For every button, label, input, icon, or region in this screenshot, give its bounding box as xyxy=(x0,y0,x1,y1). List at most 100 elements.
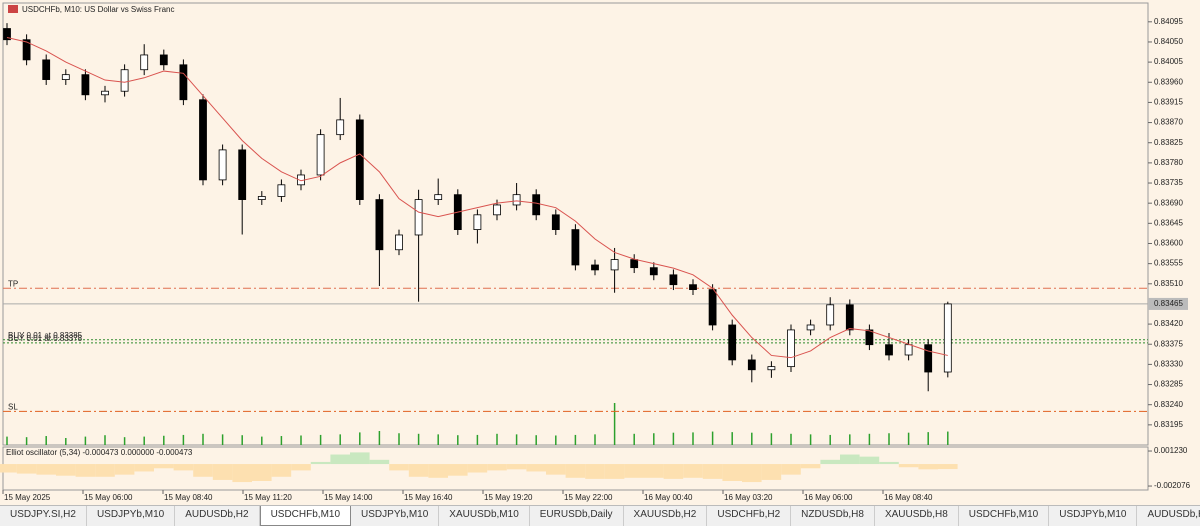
candle-body xyxy=(845,304,854,331)
candle-body xyxy=(316,134,325,176)
oscillator-bar xyxy=(546,464,566,475)
y-tick-label: 0.84095 xyxy=(1154,17,1183,26)
tab[interactable]: USDJPYb,M10 xyxy=(351,506,440,526)
x-tick-label: 15 May 22:00 xyxy=(564,493,613,502)
tab[interactable]: USDCHFb,H2 xyxy=(707,506,792,526)
main-panel xyxy=(2,2,1149,446)
level-label: BUY 0.01 at 0.83378 xyxy=(8,334,83,343)
oscillator-bar xyxy=(702,464,723,479)
candle-body xyxy=(199,99,207,181)
candle-body xyxy=(532,194,541,216)
tab[interactable]: EURUSDb,Daily xyxy=(530,506,624,526)
oscillator-bar xyxy=(585,464,605,479)
candle-body xyxy=(493,204,501,216)
candle-body xyxy=(904,344,913,356)
oscillator-bar xyxy=(16,464,37,474)
candle-body xyxy=(257,196,266,200)
tab-bar: USDJPY.SI,H2 USDJPYb,M10 AUDUSDb,H2 USDCHFb… xyxy=(0,505,1200,526)
tab[interactable]: USDJPYb,M10 xyxy=(1049,506,1138,526)
y-tick-label: 0.83240 xyxy=(1154,400,1183,409)
y-tick-label: 0.001230 xyxy=(1154,446,1188,455)
candle-body xyxy=(414,199,423,236)
oscillator-bar xyxy=(95,464,115,477)
x-tick-label: 15 May 14:00 xyxy=(324,493,373,502)
candle-body xyxy=(787,329,795,368)
tab[interactable]: XAUUSDb,H2 xyxy=(624,506,708,526)
oscillator-bar xyxy=(663,464,684,479)
current-price-box xyxy=(1148,297,1188,310)
tab[interactable]: AUDUSDb,H2 xyxy=(175,506,260,526)
x-tick-label: 15 May 2025 xyxy=(4,493,51,502)
candle-body xyxy=(728,324,737,361)
oscillator-bar xyxy=(722,464,742,481)
candle-body xyxy=(81,74,90,96)
candle-body xyxy=(591,264,599,271)
y-tick-label: 0.83195 xyxy=(1154,420,1183,429)
oscillator-bar xyxy=(526,464,546,472)
tab[interactable]: USDCHFb,M10 xyxy=(959,506,1050,526)
chart-icon xyxy=(8,5,18,13)
candle-body xyxy=(826,304,835,326)
candle-body xyxy=(101,90,109,96)
y-tick-label: -0.002076 xyxy=(1154,481,1191,490)
tab[interactable]: XAUUSDb,M10 xyxy=(439,506,530,526)
y-tick-label: 0.84050 xyxy=(1154,37,1183,46)
current-price-label: 0.83465 xyxy=(1154,299,1183,308)
oscillator-bar xyxy=(761,464,782,480)
chart-title: USDCHFb, M10: US Dollar vs Swiss Franc xyxy=(22,5,174,14)
tab[interactable]: USDJPY.SI,H2 xyxy=(0,506,87,526)
y-tick-label: 0.83960 xyxy=(1154,77,1183,86)
tab[interactable]: XAUUSDb,H8 xyxy=(875,506,959,526)
x-tick-label: 15 May 19:20 xyxy=(484,493,533,502)
oscillator-bar xyxy=(389,464,409,471)
candle-body xyxy=(610,259,619,271)
oscillator-title: Elliot oscillator (5,34) -0.000473 0.000… xyxy=(6,448,193,457)
candle-body xyxy=(179,64,188,101)
y-tick-label: 0.83915 xyxy=(1154,98,1183,107)
oscillator-bar xyxy=(820,459,840,465)
oscillator-bar xyxy=(271,464,292,477)
candle-body xyxy=(434,194,443,200)
oscillator-bar xyxy=(134,464,154,472)
tab[interactable]: NZDUSDb,H8 xyxy=(791,506,875,526)
y-tick-label: 0.83510 xyxy=(1154,279,1183,288)
oscillator-bar xyxy=(0,464,17,473)
oscillator-bar xyxy=(683,464,703,478)
level-label: BUY 0.01 at 0.83385 xyxy=(8,331,83,340)
y-tick-label: 0.83375 xyxy=(1154,339,1183,348)
level-label: TP xyxy=(8,279,18,288)
candle-body xyxy=(395,234,403,251)
candle-body xyxy=(42,59,51,80)
y-tick-label: 0.83600 xyxy=(1154,239,1183,248)
tab[interactable]: USDCHFb,M10 xyxy=(259,506,352,526)
candle-body xyxy=(943,303,952,373)
candle-body xyxy=(120,69,129,92)
y-tick-label: 0.83285 xyxy=(1154,380,1183,389)
oscillator-bar xyxy=(742,464,762,483)
oscillator-bar xyxy=(154,464,174,469)
oscillator-bar xyxy=(879,461,899,465)
x-tick-label: 15 May 11:20 xyxy=(244,493,292,502)
candle-body xyxy=(277,184,286,197)
level-label: SL xyxy=(8,403,18,412)
oscillator-bar xyxy=(330,454,350,465)
tab[interactable]: AUDUSDb,H1 xyxy=(1137,506,1200,526)
y-tick-label: 0.83780 xyxy=(1154,158,1183,167)
oscillator-bar xyxy=(800,464,821,469)
x-tick-label: 16 May 08:40 xyxy=(884,493,933,502)
candle-body xyxy=(473,214,482,230)
candle-body xyxy=(61,74,70,80)
candle-body xyxy=(3,28,11,41)
oscillator-bar xyxy=(408,464,429,477)
oscillator-bar xyxy=(291,464,311,471)
oscillator-bar xyxy=(565,464,586,478)
oscillator-bar xyxy=(369,459,390,465)
oscillator-bar xyxy=(604,464,625,479)
tab[interactable]: USDJPYb,M10 xyxy=(87,506,176,526)
oscillator-bar xyxy=(644,464,664,478)
oscillator-bar xyxy=(193,464,213,477)
y-tick-label: 0.83870 xyxy=(1154,118,1183,127)
oscillator-bar xyxy=(428,464,448,478)
oscillator-bar xyxy=(918,464,938,470)
candle-body xyxy=(22,39,31,61)
